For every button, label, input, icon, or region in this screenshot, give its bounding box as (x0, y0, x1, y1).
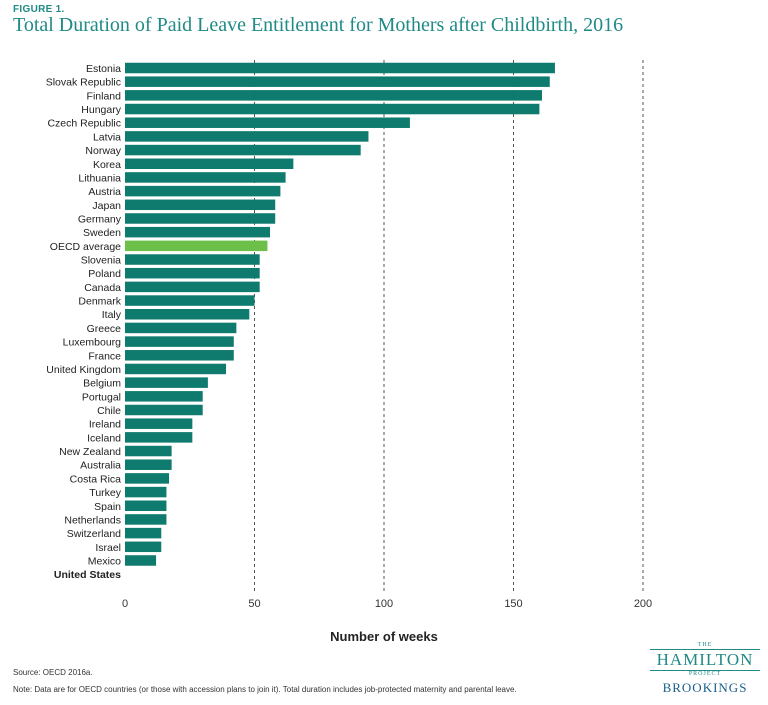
bar (125, 308, 250, 320)
category-label: France (88, 350, 121, 362)
note-text: Note: Data are for OECD countries (or th… (13, 685, 517, 694)
bar-chart: 0 50 100 150 200 Estonia Slovak RepublicFinlan… (46, 60, 652, 610)
bar (125, 90, 542, 101)
category-label: Estonia (86, 63, 121, 75)
category-label: United States (54, 569, 121, 581)
category-label: Belgium (83, 378, 121, 390)
bar (125, 350, 234, 361)
category-label: Australia (80, 460, 121, 472)
category-label: Germany (78, 213, 122, 225)
category-label: Hungary (81, 104, 121, 116)
category-label: Sweden (83, 227, 121, 239)
bar (125, 322, 237, 334)
bar (125, 459, 172, 470)
category-label: Switzerland (67, 528, 121, 540)
bar (125, 336, 234, 347)
category-label: OECD average (50, 241, 121, 253)
bar (125, 391, 203, 402)
x-tick-label: 0 (122, 598, 128, 610)
bar (125, 473, 170, 484)
source-text: Source: OECD 2016a. (13, 668, 93, 677)
category-label: Slovak Republic (46, 77, 121, 89)
category-label: Poland (88, 268, 121, 280)
bar (125, 363, 227, 375)
category-label: Norway (85, 145, 121, 157)
bar (125, 514, 167, 525)
x-axis-label: Number of weeks (330, 629, 438, 644)
logo-brookings: BROOKINGS (662, 680, 748, 695)
category-label: Korea (93, 159, 121, 171)
bar (125, 267, 260, 279)
category-label: Spain (94, 501, 121, 513)
bar (125, 418, 193, 429)
logo-hamilton: HAMILTON (650, 649, 760, 671)
category-label: Austria (88, 186, 121, 198)
bar (125, 541, 162, 553)
x-tick-label: 150 (504, 598, 522, 610)
bar (125, 117, 410, 128)
bar (125, 295, 255, 306)
category-label: Israel (95, 542, 121, 554)
figure-label: FIGURE 1. (13, 4, 65, 15)
hamilton-brookings-logo: THE HAMILTON PROJECT BROOKINGS (650, 642, 760, 696)
bar (125, 103, 540, 115)
bar (125, 281, 260, 293)
logo-the: THE (697, 642, 713, 648)
bar (125, 199, 276, 211)
category-label: Italy (102, 309, 122, 321)
category-label: Netherlands (64, 514, 121, 526)
category-label: Mexico (88, 555, 121, 567)
bar (125, 62, 555, 74)
bar (125, 131, 369, 142)
category-label: United Kingdom (46, 364, 121, 376)
category-label: Canada (84, 282, 121, 294)
category-label: Denmark (78, 296, 121, 308)
bar (125, 226, 271, 238)
bar (125, 377, 208, 388)
category-label: Portugal (82, 391, 121, 403)
category-label: Costa Rica (70, 473, 122, 485)
category-label: Czech Republic (47, 118, 121, 130)
bar (125, 185, 281, 197)
x-tick-label: 50 (248, 598, 260, 610)
bar-oecd-average (125, 240, 268, 252)
category-label: Lithuania (78, 172, 121, 184)
category-label: Iceland (87, 432, 121, 444)
bar (125, 404, 203, 416)
bar (125, 555, 157, 566)
chart-title: Total Duration of Paid Leave Entitlement… (13, 14, 624, 36)
x-tick-label: 100 (375, 598, 393, 610)
bar (125, 158, 294, 170)
category-label: Latvia (93, 131, 121, 143)
bar (125, 254, 260, 265)
category-label: Japan (92, 200, 121, 212)
bar (125, 486, 167, 498)
category-label: Luxembourg (63, 337, 122, 349)
bar (125, 172, 286, 183)
category-label: Chile (97, 405, 121, 417)
bar (125, 213, 276, 224)
category-label: Ireland (89, 419, 121, 431)
bar (125, 144, 361, 156)
category-label: Greece (87, 323, 122, 335)
category-label: Slovenia (81, 255, 121, 267)
category-label: New Zealand (59, 446, 121, 458)
logo-project: PROJECT (688, 671, 722, 677)
category-label: Finland (87, 90, 122, 102)
bar (125, 76, 550, 87)
category-label: Turkey (89, 487, 121, 499)
x-tick-label: 200 (634, 598, 652, 610)
bar (125, 527, 162, 539)
bar (125, 500, 167, 512)
bar (125, 432, 193, 443)
bar (125, 445, 172, 457)
